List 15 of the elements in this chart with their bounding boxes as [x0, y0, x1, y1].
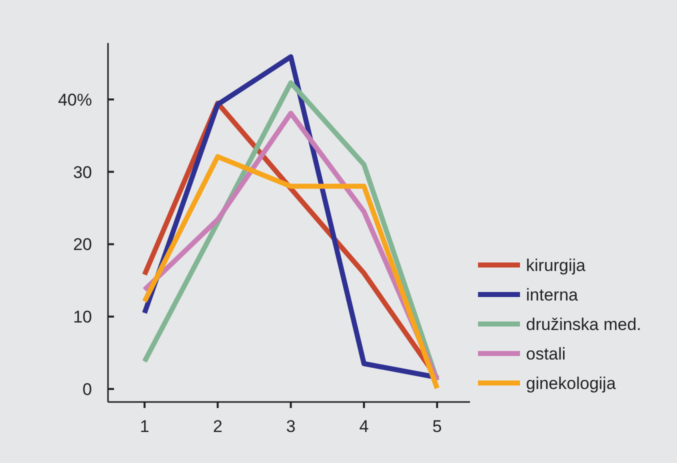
x-tick-label: 5 [432, 417, 442, 436]
y-tick-label: 40% [58, 90, 92, 110]
y-tick-label: 0 [82, 380, 92, 399]
x-tick-label: 4 [359, 417, 369, 436]
legend-label: interna [526, 285, 579, 304]
x-tick-label: 2 [212, 417, 222, 436]
legend-label: ginekologija [526, 374, 616, 393]
legend-label: družinska med. [526, 314, 642, 334]
x-tick-label: 1 [140, 417, 150, 436]
legend-label: ostali [526, 344, 566, 364]
y-tick-label: 10 [73, 308, 92, 327]
y-tick-label: 20 [73, 235, 92, 254]
legend-label: kirurgija [526, 256, 586, 275]
x-tick-label: 3 [286, 417, 296, 436]
y-tick-label: 30 [73, 162, 92, 182]
